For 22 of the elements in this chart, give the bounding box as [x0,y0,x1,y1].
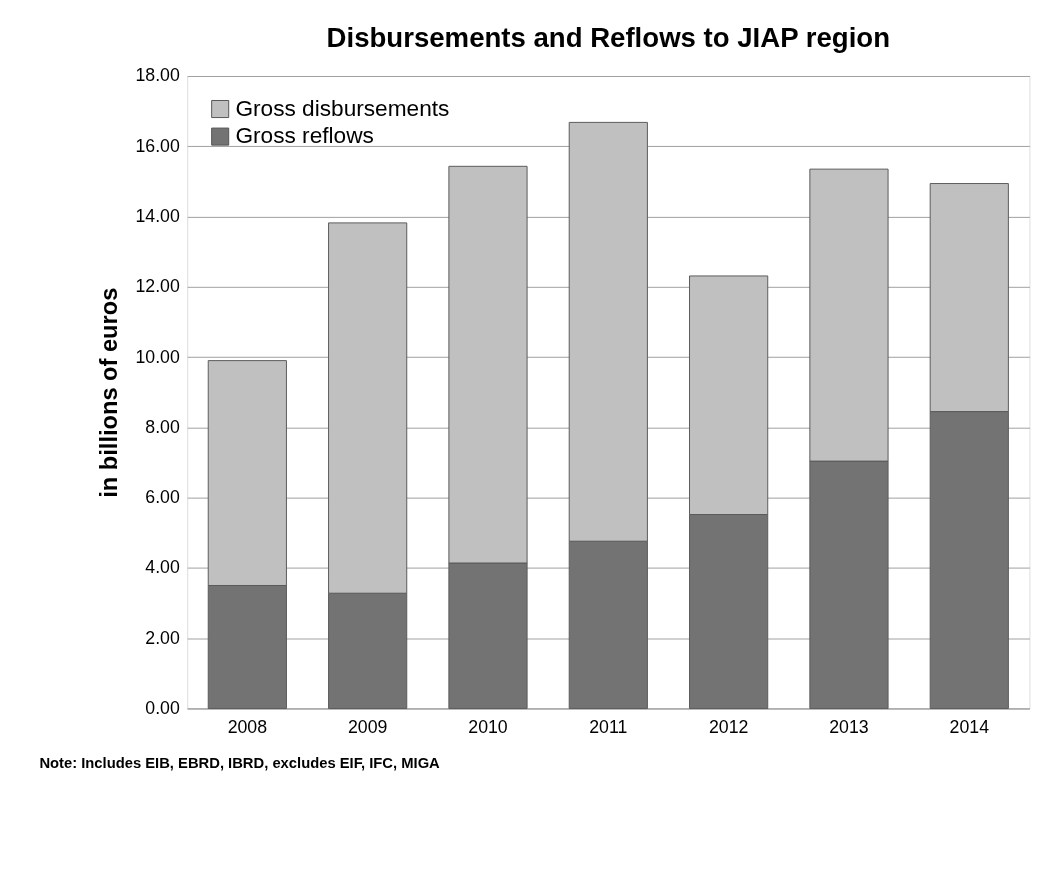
legend-label: Gross disbursements [235,94,450,121]
y-tick-label: 2.00 [145,627,180,648]
x-tick-label: 2009 [347,716,388,737]
legend-label: Gross reflows [235,122,374,149]
y-tick-label: 12.00 [135,276,180,297]
y-tick-label: 4.00 [145,557,180,578]
y-tick-label: 18.00 [135,65,180,86]
y-tick-label: 14.00 [135,205,180,226]
x-tick-label: 2012 [708,716,749,737]
chart-title: Disbursements and Reflows to JIAP region [326,22,891,54]
x-tick-label: 2010 [468,716,508,737]
y-tick-label: 16.00 [135,135,180,156]
x-tick-label: 2008 [227,716,268,737]
text: Note: Includes EIB, EBRD, IBRD, excludes EIF, IFC, MIGA [39,754,441,771]
y-tick-label: 8.00 [145,416,180,437]
y-axis-title: in billions of euros [95,287,122,498]
y-tick-label: 6.00 [145,487,180,508]
x-tick-label: 2014 [949,716,990,737]
y-tick-label: 0.00 [145,697,180,718]
y-tick-label: 10.00 [135,346,180,367]
x-tick-label: 2011 [589,716,628,737]
x-tick-label: 2013 [829,716,869,737]
